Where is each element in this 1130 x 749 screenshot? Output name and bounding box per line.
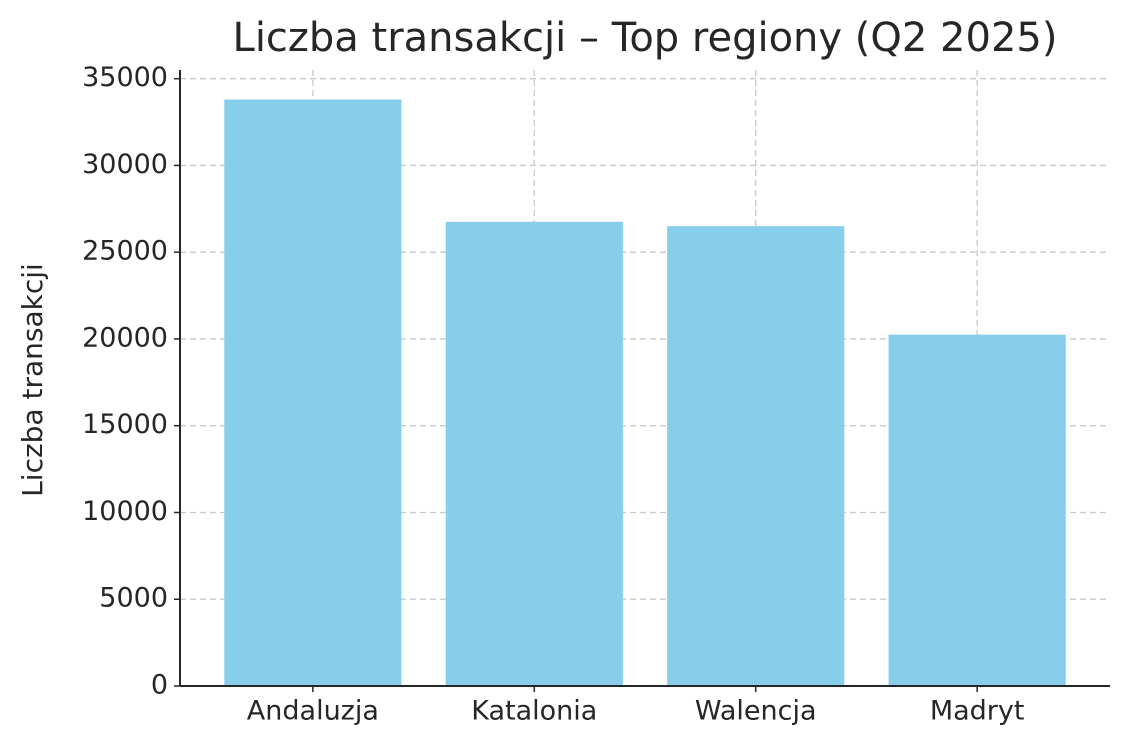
y-tick-label: 25000: [82, 236, 168, 267]
x-tick-label: Andaluzja: [247, 696, 379, 727]
chart-title: Liczba transakcji – Top regiony (Q2 2025…: [233, 15, 1058, 61]
y-axis-label: Liczba transakcji: [16, 263, 49, 497]
y-tick-label: 30000: [82, 149, 168, 180]
x-tick-label: Madryt: [930, 696, 1025, 727]
x-tick-label: Katalonia: [471, 696, 597, 727]
y-tick-label: 5000: [99, 583, 168, 614]
bar: [667, 226, 845, 687]
bar: [445, 221, 623, 686]
x-tick-label: Walencja: [695, 696, 817, 727]
y-tick-label: 0: [151, 670, 168, 701]
bar: [224, 99, 402, 686]
bar: [888, 334, 1066, 686]
y-tick-label: 10000: [82, 496, 168, 527]
y-tick-label: 35000: [82, 62, 168, 93]
y-tick-label: 20000: [82, 322, 168, 353]
y-tick-label: 15000: [82, 409, 168, 440]
